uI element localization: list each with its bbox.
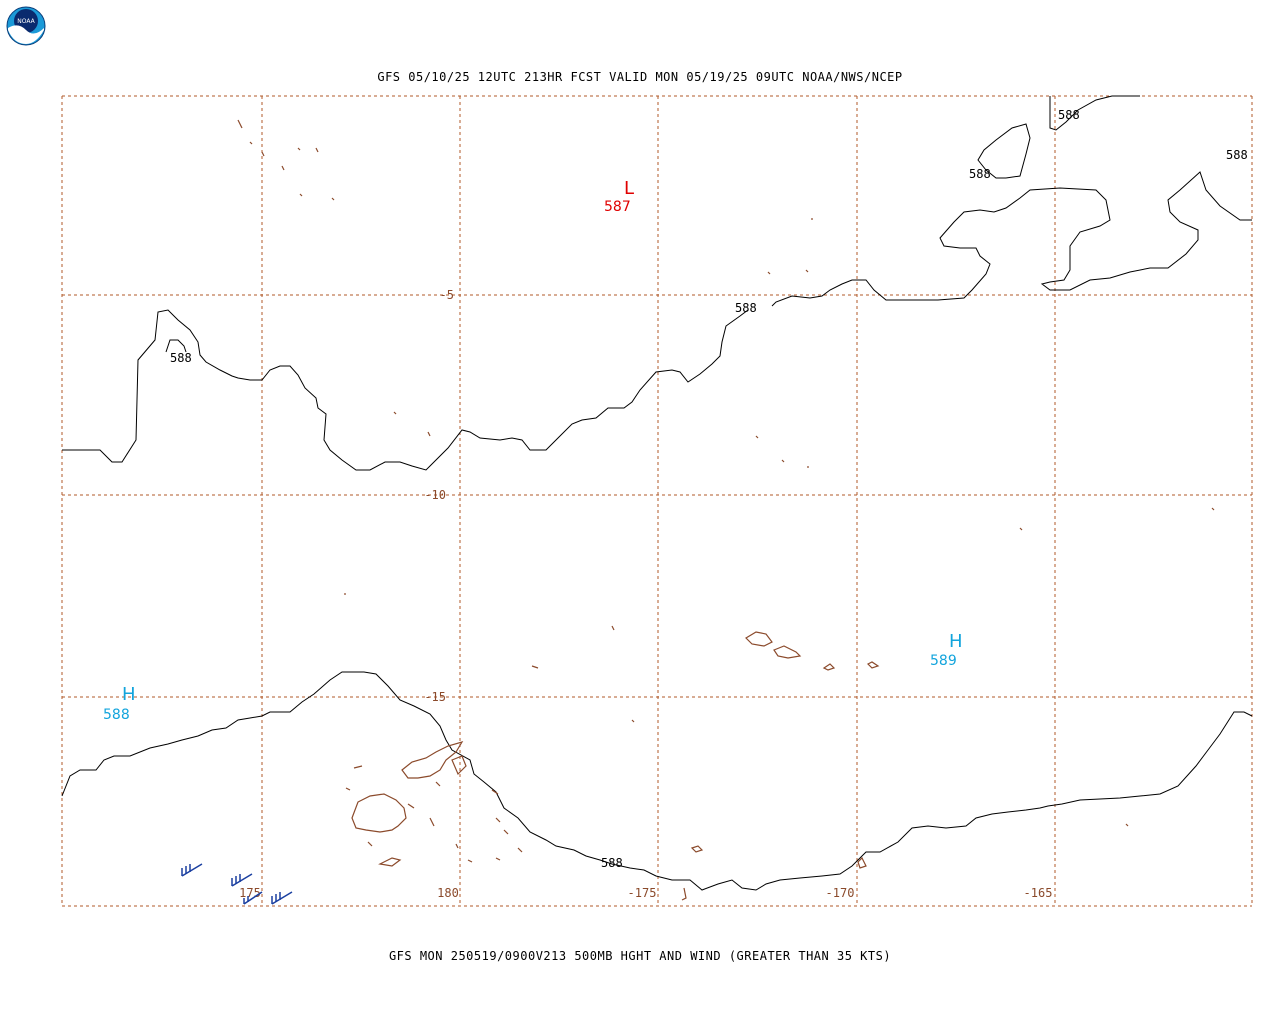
island-small bbox=[393, 411, 397, 415]
island-small bbox=[1125, 823, 1129, 827]
contour-label: 588 bbox=[1226, 148, 1248, 162]
fiji-vanua-levu bbox=[401, 741, 464, 779]
logo-text: NOAA bbox=[17, 18, 35, 25]
island-small bbox=[345, 787, 351, 791]
grid-lines bbox=[61, 95, 1253, 907]
island-small bbox=[517, 847, 523, 853]
contour-588-loop-west bbox=[165, 339, 187, 353]
contour-588-north bbox=[62, 309, 749, 471]
island-small bbox=[331, 197, 335, 201]
high-center-east: H 589 bbox=[930, 631, 963, 669]
island-small bbox=[427, 431, 431, 437]
high-letter: H bbox=[122, 684, 136, 705]
island-small bbox=[367, 841, 373, 847]
island-small bbox=[531, 665, 539, 669]
island-small bbox=[297, 147, 301, 151]
chart-title: GFS 05/10/25 12UTC 213HR FCST VALID MON … bbox=[377, 70, 903, 84]
island-small bbox=[249, 141, 253, 145]
contour-label: 588 bbox=[170, 351, 192, 365]
island-small bbox=[681, 887, 687, 901]
island-small bbox=[611, 625, 615, 631]
contour-588-north-east bbox=[771, 171, 1252, 307]
island-small bbox=[429, 817, 435, 827]
wind-barb bbox=[181, 863, 203, 877]
contour-588-top-edge bbox=[1049, 95, 1140, 131]
island-small bbox=[407, 803, 415, 809]
lon-label: -165 bbox=[1024, 886, 1053, 900]
island-small bbox=[1211, 507, 1215, 511]
lat-label: -10 bbox=[424, 488, 446, 502]
island-small bbox=[455, 843, 459, 849]
low-letter: L bbox=[624, 178, 634, 199]
low-value: 587 bbox=[604, 199, 631, 215]
island-small bbox=[767, 271, 771, 275]
island-small bbox=[495, 817, 501, 823]
island-small bbox=[805, 269, 809, 273]
lat-label: -5 bbox=[440, 288, 454, 302]
height-contours bbox=[61, 95, 1253, 891]
wind-barb bbox=[231, 873, 253, 887]
wind-barbs bbox=[181, 863, 293, 905]
island-small bbox=[353, 765, 363, 769]
chart-subtitle: GFS MON 250519/0900V213 500MB HGHT AND W… bbox=[388, 949, 892, 963]
samoa-upolu bbox=[745, 631, 773, 647]
lon-label: 175 bbox=[239, 886, 261, 900]
pressure-centers: L 587 H 589 H 588 bbox=[103, 178, 963, 723]
contour-label: 588 bbox=[601, 856, 623, 870]
fiji-viti-levu bbox=[351, 793, 407, 833]
island-small bbox=[781, 459, 785, 463]
island-small bbox=[281, 165, 285, 171]
samoa-savaii bbox=[773, 645, 802, 659]
island-small bbox=[261, 151, 265, 157]
contour-label: 588 bbox=[735, 301, 757, 315]
lon-label: 180 bbox=[437, 886, 459, 900]
lon-label: -175 bbox=[628, 886, 657, 900]
wind-barb bbox=[271, 891, 293, 905]
contour-588-south bbox=[61, 671, 1253, 891]
lon-label: -170 bbox=[826, 886, 855, 900]
contour-588-closed-loop bbox=[977, 123, 1031, 179]
island-small bbox=[631, 719, 635, 723]
island-small bbox=[690, 845, 704, 853]
wind-barb bbox=[243, 891, 263, 905]
contour-label: 588 bbox=[1058, 108, 1080, 122]
island-small bbox=[299, 193, 303, 197]
island-small bbox=[755, 435, 759, 439]
high-center-west: H 588 bbox=[103, 684, 136, 723]
low-center: L 587 bbox=[604, 178, 634, 215]
island-small bbox=[857, 856, 867, 869]
island-small bbox=[237, 119, 243, 129]
lat-label: -15 bbox=[424, 690, 446, 704]
lon-labels: 175 180 -175 -170 -165 bbox=[239, 886, 1052, 900]
island-small bbox=[1019, 527, 1023, 531]
high-value: 588 bbox=[103, 707, 130, 723]
contour-labels: 588 588 588 588 588 588 bbox=[170, 108, 1248, 870]
island-small bbox=[491, 789, 499, 795]
island-small bbox=[866, 661, 880, 669]
contour-label: 588 bbox=[969, 167, 991, 181]
island-small bbox=[495, 857, 501, 861]
fiji-taveuni bbox=[451, 755, 467, 776]
coastlines bbox=[237, 119, 1215, 901]
noaa-logo: NOAA bbox=[6, 6, 46, 46]
high-value: 589 bbox=[930, 653, 957, 669]
samoa-tutuila bbox=[822, 663, 836, 671]
island-small bbox=[503, 829, 509, 835]
island-small bbox=[467, 859, 473, 863]
lat-labels: -5 -10 -15 bbox=[424, 288, 454, 704]
high-letter: H bbox=[949, 631, 963, 652]
fiji-kadavu bbox=[378, 857, 402, 867]
island-small bbox=[435, 781, 441, 787]
island-small bbox=[315, 147, 319, 153]
